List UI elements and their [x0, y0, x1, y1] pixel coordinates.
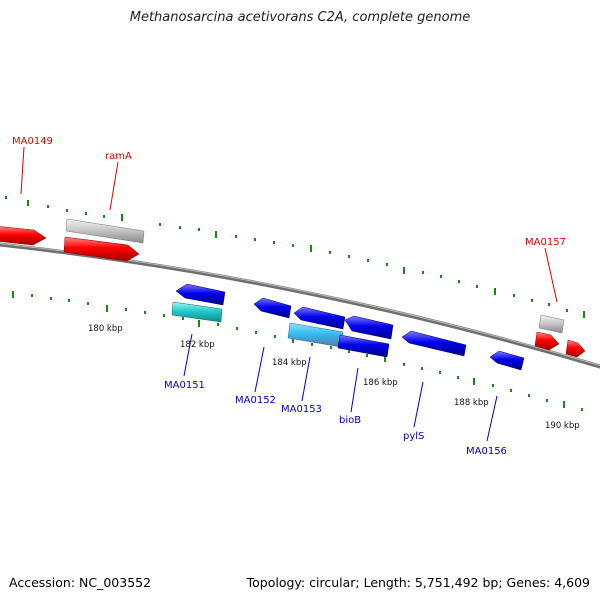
leader-lines [20, 146, 558, 442]
accession-text: Accession: NC_003552 [9, 575, 152, 590]
outer-tick-track [5, 196, 585, 318]
forward-strand-track [0, 218, 586, 358]
inner-tick-track [12, 291, 583, 411]
gene-label-MA0157[interactable]: MA0157 [525, 237, 566, 248]
gene-arrow-next[interactable] [565, 339, 586, 358]
gene-arrow-MA0149[interactable] [0, 226, 47, 246]
kbp-label-184: 184 kbp [272, 358, 307, 368]
kbp-label-188: 188 kbp [454, 398, 489, 408]
genome-summary-text: Topology: circular; Length: 5,751,492 bp… [246, 575, 590, 590]
genome-backbone [0, 242, 600, 369]
gene-arrow-MA0157[interactable] [534, 331, 560, 351]
gene-arrow-MA0156[interactable] [489, 350, 525, 371]
gene-arrow-ramA[interactable] [63, 236, 140, 262]
kbp-label-190: 190 kbp [545, 421, 580, 431]
gene-arrow-bioB-upper[interactable] [344, 315, 394, 340]
gene-arrow-pylS[interactable] [401, 330, 467, 357]
gene-label-MA0151[interactable]: MA0151 [164, 380, 205, 391]
kbp-label-180: 180 kbp [88, 324, 123, 334]
gene-label-MA0149[interactable]: MA0149 [12, 136, 53, 147]
gene-arrow-bioB[interactable] [337, 334, 390, 358]
gene-label-pylS[interactable]: pylS [403, 431, 424, 442]
kbp-label-186: 186 kbp [363, 378, 398, 388]
gene-label-ramA[interactable]: ramA [105, 151, 132, 162]
map-title: Methanosarcina acetivorans C2A, complete… [129, 10, 471, 25]
gene-box-MA0151-cyan[interactable] [171, 301, 223, 323]
gene-label-bioB[interactable]: bioB [339, 415, 361, 426]
gene-arrow-MA0152[interactable] [253, 297, 292, 319]
gene-label-MA0153[interactable]: MA0153 [281, 404, 322, 415]
gene-arrow-MA0151[interactable] [175, 283, 226, 306]
gene-arrow-MA0153[interactable] [293, 306, 346, 330]
gene-label-MA0156[interactable]: MA0156 [466, 446, 507, 457]
gene-box-ramA-rna[interactable] [65, 218, 145, 244]
gene-label-MA0152[interactable]: MA0152 [235, 395, 276, 406]
gene-box-MA0157-rna[interactable] [538, 314, 565, 334]
kbp-label-182: 182 kbp [180, 340, 215, 350]
reverse-strand-track [171, 283, 525, 371]
